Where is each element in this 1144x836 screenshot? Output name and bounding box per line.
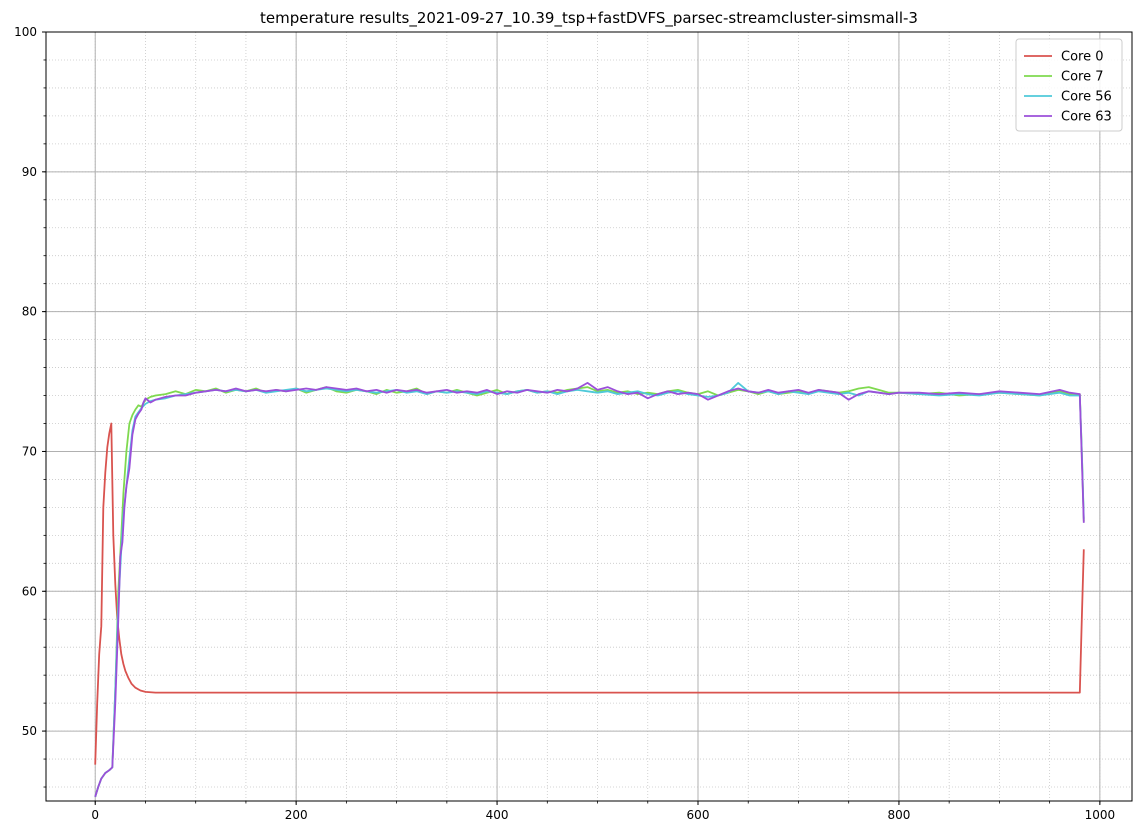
series-line-core-56 <box>94 382 1085 798</box>
x-tick-label: 200 <box>285 808 308 822</box>
series-line-core-7 <box>94 386 1085 798</box>
chart-title: temperature results_2021-09-27_10.39_tsp… <box>260 9 918 28</box>
series-line-core-63 <box>94 382 1085 798</box>
y-tick-label: 60 <box>22 584 37 598</box>
y-tick-label: 70 <box>22 444 37 458</box>
legend-box <box>1015 38 1123 132</box>
y-tick-label: 90 <box>22 165 37 179</box>
legend: Core 0 Core 7 Core 56 Core 63 <box>1015 38 1123 132</box>
series-line-core-0 <box>94 422 1085 765</box>
x-tick-label: 800 <box>887 808 910 822</box>
x-tick-label: 400 <box>486 808 509 822</box>
y-tick-label: 100 <box>14 25 37 39</box>
y-tick-label: 80 <box>22 305 37 319</box>
minor-grid <box>43 31 1132 804</box>
x-axis: 0 200 400 600 800 1000 <box>91 801 1115 822</box>
x-tick-label: 600 <box>687 808 710 822</box>
legend-label: Core 7 <box>1061 70 1104 85</box>
series-layer <box>94 382 1085 798</box>
y-tick-label: 50 <box>22 724 37 738</box>
major-grid <box>46 31 1132 801</box>
x-tick-label: 1000 <box>1085 808 1116 822</box>
x-tick-label: 0 <box>91 808 99 822</box>
legend-label: Core 56 <box>1061 90 1112 105</box>
legend-label: Core 63 <box>1061 110 1112 125</box>
y-axis: 50 60 70 80 90 100 <box>14 25 46 738</box>
legend-label: Core 0 <box>1061 50 1104 65</box>
plot-frame <box>45 31 1133 802</box>
